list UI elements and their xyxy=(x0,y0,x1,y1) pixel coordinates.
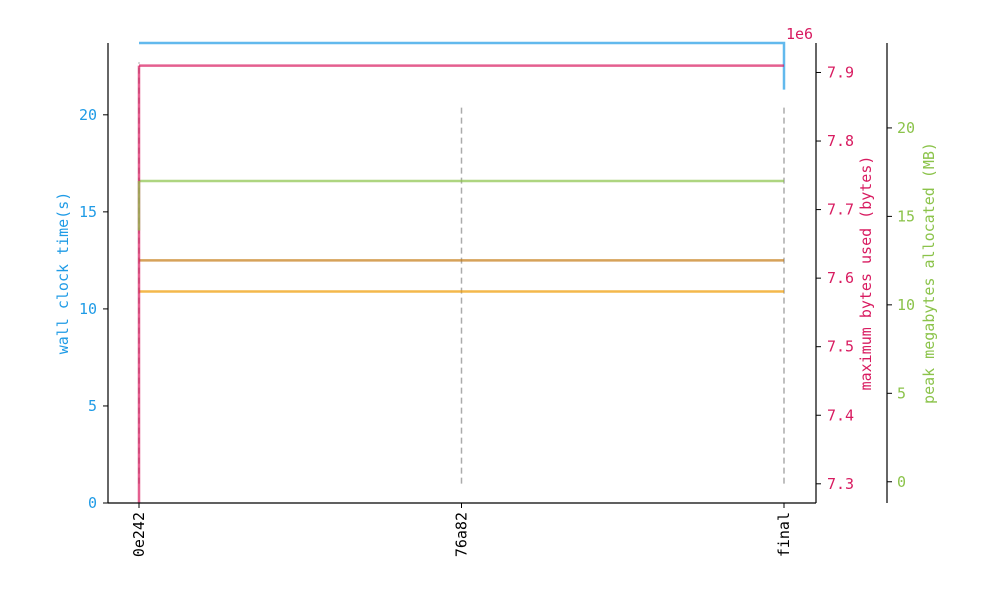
left-tick-label: 0 xyxy=(88,494,97,512)
left-axis-label: wall clock time(s) xyxy=(54,192,72,355)
right1-tick-label: 7.6 xyxy=(827,269,854,287)
left-tick-label: 10 xyxy=(79,300,97,318)
right1-axis-label: maximum bytes used (bytes) xyxy=(857,156,875,391)
left-tick-label: 15 xyxy=(79,203,97,221)
right1-tick-label: 7.9 xyxy=(827,63,854,81)
left-tick-label: 5 xyxy=(88,397,97,415)
right1-axis-multiplier: 1e6 xyxy=(786,25,813,43)
axes-layer: 0e242 76a82 final 0 5 10 15 20 7.3 7.4 7.5 7.6 7.7 7.… xyxy=(79,43,915,557)
right2-tick-label: 20 xyxy=(897,119,915,137)
right1-tick-label: 7.8 xyxy=(827,132,854,150)
right2-tick-label: 5 xyxy=(897,384,906,402)
right2-tick-label: 15 xyxy=(897,207,915,225)
x-tick-label: 0e242 xyxy=(130,512,148,557)
right1-tick-label: 7.7 xyxy=(827,201,854,219)
left-tick-label: 20 xyxy=(79,106,97,124)
right1-tick-label: 7.5 xyxy=(827,338,854,356)
right1-tick-label: 7.4 xyxy=(827,406,854,424)
right1-tick-label: 7.3 xyxy=(827,475,854,493)
x-tick-label: 76a82 xyxy=(453,512,471,557)
right2-tick-label: 0 xyxy=(897,473,906,491)
plot-lines xyxy=(137,41,786,503)
x-tick-label: final xyxy=(775,512,793,557)
right2-tick-label: 10 xyxy=(897,296,915,314)
right2-axis-label: peak megabytes allocated (MB) xyxy=(920,142,938,404)
